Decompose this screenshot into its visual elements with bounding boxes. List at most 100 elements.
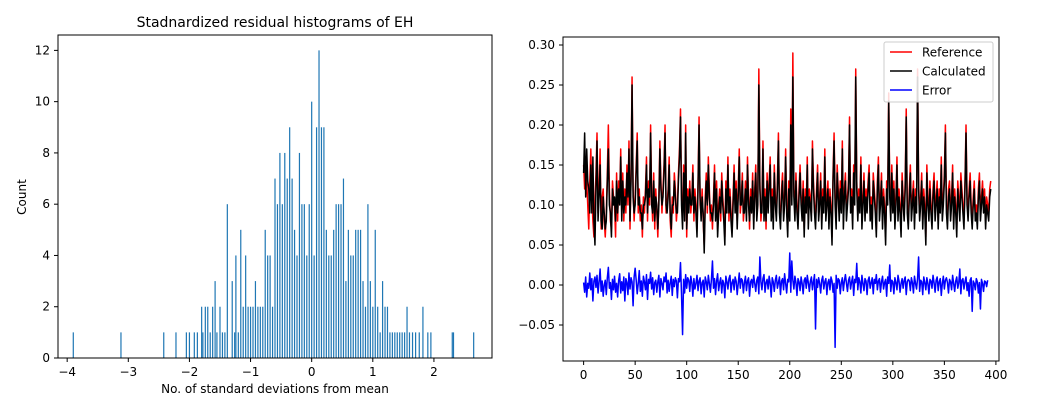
- histogram-bar: [257, 306, 259, 358]
- y-tick-label: 10: [35, 95, 50, 109]
- histogram-bar: [369, 281, 371, 358]
- histogram-bar: [120, 332, 122, 358]
- x-tick-label: 1: [369, 365, 377, 379]
- histogram-bar: [408, 332, 411, 358]
- histogram-bar: [301, 204, 303, 358]
- legend-label-error: Error: [922, 84, 951, 98]
- histogram-bar: [281, 204, 283, 358]
- x-tick-label: 200: [778, 368, 801, 382]
- histogram-bar: [274, 178, 276, 358]
- histogram-bar: [291, 178, 293, 358]
- x-tick-label: 300: [881, 368, 904, 382]
- x-tick-label: −4: [58, 365, 76, 379]
- histogram-bar: [389, 332, 391, 358]
- x-tick-label: −2: [181, 365, 199, 379]
- y-tick-label: 0: [42, 351, 50, 365]
- line-axes-frame: [562, 36, 1000, 362]
- x-tick-label: 250: [830, 368, 853, 382]
- histogram-bar: [259, 306, 261, 358]
- histogram-bar: [235, 255, 237, 358]
- histogram-bar: [362, 281, 364, 358]
- histogram-bar: [403, 332, 406, 358]
- histogram-bar: [355, 229, 357, 358]
- histogram-bar: [372, 306, 374, 358]
- line-panel: 0 50 100 150 200 250 300 350 400 −0.05 0.00 0.05 0.…: [518, 36, 1007, 382]
- histogram-bar: [473, 332, 475, 358]
- line-x-ticks: 0 50 100 150 200 250 300 350 400: [580, 361, 1007, 382]
- histogram-bar: [357, 229, 359, 358]
- histogram-bar: [264, 229, 266, 358]
- histogram-bar: [214, 281, 216, 358]
- histogram-bar: [367, 204, 369, 358]
- x-tick-label: 150: [727, 368, 750, 382]
- histogram-bar: [451, 332, 453, 358]
- histogram-bar: [415, 332, 417, 358]
- histogram-bar: [289, 127, 291, 358]
- histogram-bar: [226, 204, 228, 358]
- histogram-y-axis-label: Count: [15, 179, 29, 215]
- x-tick-label: 100: [675, 368, 698, 382]
- histogram-bar: [427, 332, 429, 358]
- histogram-bar: [311, 101, 313, 359]
- x-tick-label: 350: [933, 368, 956, 382]
- histogram-bar: [284, 152, 286, 358]
- histogram-bar: [399, 332, 401, 358]
- histogram-title: Stadnardized residual histograms of EH: [137, 15, 414, 31]
- histogram-bar: [386, 306, 389, 358]
- histogram-bar: [337, 204, 340, 358]
- histogram-bar: [72, 332, 74, 358]
- histogram-bar: [201, 306, 203, 358]
- histogram-bar: [221, 332, 224, 358]
- histogram-bar: [394, 332, 396, 358]
- histogram-x-ticks: −4 −3 −2 −1 0 1 2: [58, 358, 438, 379]
- histogram-bar: [352, 255, 354, 358]
- histogram-bar: [279, 152, 281, 358]
- y-tick-label: 0.10: [528, 198, 555, 212]
- histogram-bar: [242, 306, 244, 358]
- histogram-bar: [313, 255, 315, 358]
- histogram-bar: [359, 229, 362, 358]
- histogram-bar: [196, 332, 198, 358]
- series-line-calculated: [582, 76, 992, 254]
- histogram-bar: [335, 204, 337, 358]
- histogram-bar: [267, 255, 269, 358]
- legend-frame: [883, 41, 994, 103]
- histogram-bar: [212, 306, 214, 358]
- histogram-bar: [276, 204, 279, 358]
- histogram-bar: [328, 255, 330, 358]
- histogram-bar: [193, 332, 195, 358]
- y-tick-label: 0.25: [528, 78, 555, 92]
- series-line-error: [582, 252, 989, 349]
- histogram-bar: [163, 332, 165, 358]
- y-tick-label: 0.05: [528, 238, 555, 252]
- x-tick-label: −1: [242, 365, 260, 379]
- histogram-bar: [188, 332, 191, 358]
- y-tick-label: 0.15: [528, 158, 555, 172]
- histogram-bar: [350, 255, 352, 358]
- y-tick-label: 12: [35, 43, 50, 57]
- histogram-bar: [452, 332, 455, 358]
- histogram-bar: [237, 332, 239, 358]
- y-tick-label: 0.00: [528, 278, 555, 292]
- histogram-bar: [254, 281, 257, 358]
- histogram-bar: [240, 229, 242, 358]
- histogram-bar: [308, 204, 310, 358]
- histogram-bar: [391, 332, 393, 358]
- histogram-bar: [320, 127, 323, 358]
- histogram-bar: [330, 255, 332, 358]
- x-tick-label: 0: [308, 365, 316, 379]
- line-series-group: [582, 52, 992, 349]
- histogram-bar: [340, 204, 342, 358]
- histogram-bar: [231, 281, 233, 358]
- y-tick-label: −0.05: [518, 318, 555, 332]
- histogram-bar: [293, 229, 296, 358]
- histogram-bar: [262, 306, 264, 358]
- histogram-bar: [315, 127, 318, 358]
- histogram-bar: [271, 306, 274, 358]
- x-tick-label: 50: [628, 368, 643, 382]
- histogram-bar: [347, 229, 349, 358]
- histogram-bar: [209, 332, 211, 358]
- histogram-bar: [418, 332, 420, 358]
- histogram-bar: [364, 306, 367, 358]
- histogram-bar: [377, 306, 379, 358]
